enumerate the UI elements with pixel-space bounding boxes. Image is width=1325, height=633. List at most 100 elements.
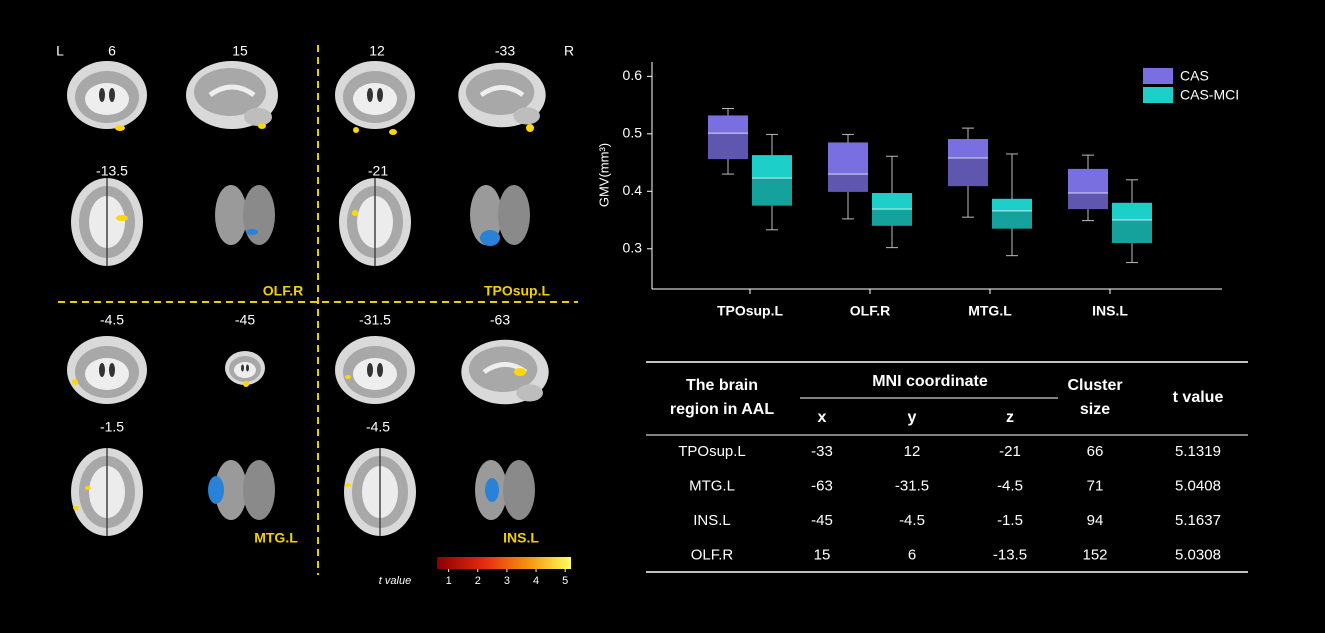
table-text: -21 <box>999 443 1021 460</box>
ventricle <box>377 88 383 102</box>
colorbar-label: t value <box>379 575 411 587</box>
activation-blob <box>514 368 526 376</box>
colorbar-tick-label: 5 <box>562 575 568 587</box>
table-text: OLF.R <box>691 546 734 563</box>
slice-label: -33 <box>495 43 515 59</box>
brain-image <box>344 448 416 536</box>
table-text: size <box>1080 401 1110 418</box>
activation-blob <box>526 124 534 132</box>
table-text: 5.1637 <box>1175 512 1221 529</box>
table-text: 71 <box>1087 477 1104 494</box>
ventricle <box>367 363 373 377</box>
brain-white <box>353 83 397 115</box>
activation-blob <box>345 375 351 379</box>
brain-image <box>186 61 278 129</box>
box <box>1068 168 1108 210</box>
table-text: -4.5 <box>899 512 925 529</box>
hemisphere <box>215 185 247 245</box>
brain-image <box>71 178 143 266</box>
brain-gray <box>465 69 535 115</box>
hemisphere-label: L <box>56 43 64 59</box>
activation-blob <box>353 127 359 133</box>
brain-image <box>339 178 411 266</box>
brain-image <box>67 336 147 404</box>
table-text: MNI coordinate <box>872 373 988 390</box>
hemisphere <box>243 460 275 520</box>
y-tick-label: 0.4 <box>623 182 643 198</box>
table-text: TPOsup.L <box>678 443 746 460</box>
table-text: region in AAL <box>670 401 775 418</box>
brain-image <box>458 62 546 128</box>
table-text: -13.5 <box>993 546 1027 563</box>
colorbar-tick-label: 4 <box>533 575 539 587</box>
table-text: y <box>908 409 917 426</box>
activation-blob <box>73 506 79 510</box>
x-tick-label: OLF.R <box>850 303 890 319</box>
hemisphere <box>498 185 530 245</box>
box-lower-shade <box>948 157 988 187</box>
table-text: -33 <box>811 443 833 460</box>
slice-label: -63 <box>490 312 510 328</box>
activation-blob <box>116 215 128 221</box>
hemisphere <box>243 185 275 245</box>
table-text: -63 <box>811 477 833 494</box>
table-text: Cluster <box>1067 377 1122 394</box>
x-tick-label: TPOsup.L <box>717 303 784 319</box>
cerebellum <box>244 108 272 126</box>
activation-blob <box>352 210 358 216</box>
box <box>708 115 748 160</box>
hemisphere <box>503 460 535 520</box>
slice-label: 6 <box>108 43 116 59</box>
ventricle <box>109 363 115 377</box>
region-label: OLF.R <box>263 283 303 299</box>
colorbar-tick-label: 3 <box>504 575 510 587</box>
slice-label: -13.5 <box>96 163 128 179</box>
box-lower-shade <box>1112 220 1152 244</box>
cerebellum <box>516 384 543 402</box>
table-text: 152 <box>1082 546 1107 563</box>
box-lower-shade <box>992 210 1032 229</box>
activation-blob <box>389 129 397 135</box>
brain-white <box>85 358 129 390</box>
brain-gray <box>468 346 538 392</box>
brain-image <box>71 448 143 536</box>
activation-blob <box>85 486 91 490</box>
box <box>1112 202 1152 244</box>
brain-image <box>335 336 415 404</box>
brain-image <box>215 460 275 520</box>
table-text: -4.5 <box>997 477 1023 494</box>
box <box>992 198 1032 229</box>
slice-label: -21 <box>368 163 388 179</box>
activation-blob <box>258 123 266 129</box>
region-label: TPOsup.L <box>484 283 551 299</box>
table-text: 5.1319 <box>1175 443 1221 460</box>
legend-swatch <box>1143 87 1173 103</box>
box-lower-shade <box>752 178 792 206</box>
corpus <box>208 84 256 98</box>
ventricle <box>377 363 383 377</box>
slice-label: 15 <box>232 43 248 59</box>
activation-blob <box>208 476 224 504</box>
table-text: -1.5 <box>997 512 1023 529</box>
slice-label: -31.5 <box>359 312 391 328</box>
box <box>752 155 792 206</box>
y-tick-label: 0.6 <box>623 67 643 83</box>
table-text: t value <box>1173 389 1224 406</box>
activation-blob <box>72 379 78 385</box>
table-text: 5.0408 <box>1175 477 1221 494</box>
region-label: MTG.L <box>254 530 298 546</box>
table-text: x <box>818 409 827 426</box>
brain-image <box>461 339 549 405</box>
brain-image <box>67 61 147 129</box>
table-text: 12 <box>904 443 921 460</box>
region-label: INS.L <box>503 530 539 546</box>
box-lower-shade <box>1068 193 1108 210</box>
panel-dividers <box>58 45 578 575</box>
legend-swatch <box>1143 68 1173 84</box>
table-text: 6 <box>908 546 916 563</box>
activation-blob <box>485 478 499 502</box>
cerebellum <box>513 107 540 125</box>
table-text: MTG.L <box>689 477 735 494</box>
